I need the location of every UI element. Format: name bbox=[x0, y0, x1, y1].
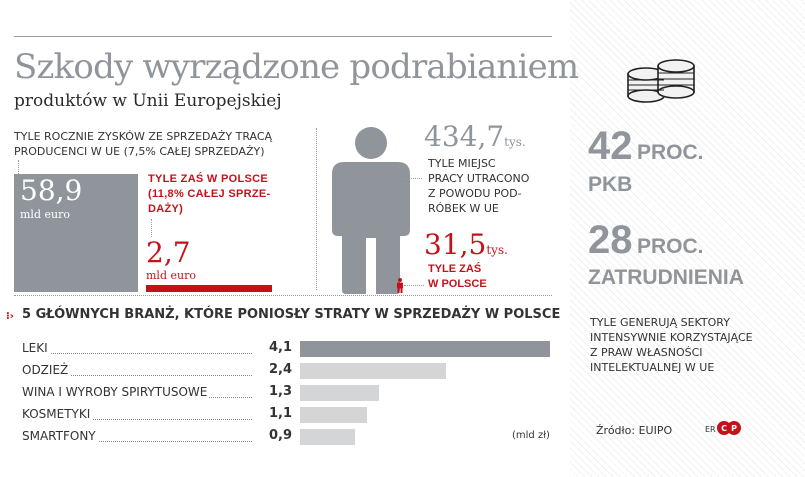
row-value: 1,3 bbox=[268, 384, 292, 399]
jobs-pl-desc: TYLE ZAŚ W POLSCE bbox=[428, 263, 487, 290]
row-label: LEKI bbox=[22, 341, 50, 355]
pl-loss-note: TYLE ZAŚ W POLSCE (11,8% CAŁEJ SPRZE- DA… bbox=[148, 173, 271, 215]
eu-loss-unit: mld euro bbox=[20, 208, 70, 221]
pl-note-pointer bbox=[151, 219, 152, 237]
bar bbox=[300, 429, 355, 445]
chart-bullet-icon: ⁝› bbox=[6, 311, 14, 322]
row-value: 4,1 bbox=[268, 340, 292, 355]
page-subtitle: produktów w Unii Europejskiej bbox=[14, 91, 282, 111]
row-value: 1,1 bbox=[268, 406, 292, 421]
row-label: SMARTFONY bbox=[22, 429, 98, 443]
stat-gdp: 42 PROC. bbox=[588, 124, 704, 168]
eu-loss-value: 58,9 bbox=[20, 174, 83, 207]
row-label: KOSMETYKI bbox=[22, 407, 93, 421]
stat-employment-label: ZATRUDNIENIA bbox=[588, 266, 744, 289]
row-leader bbox=[22, 419, 252, 420]
stat-gdp-label: PKB bbox=[588, 173, 633, 196]
jobs-eu-desc: TYLE MIEJSC PRACY UTRACONO Z POWODU POD-… bbox=[428, 157, 530, 215]
caption-pointer bbox=[18, 160, 19, 174]
row-label: WINA I WYROBY SPIRYTUSOWE bbox=[22, 385, 210, 399]
bar bbox=[300, 341, 550, 357]
row-leader bbox=[22, 441, 252, 442]
pl-loss-bar bbox=[146, 285, 272, 292]
stat-employment: 28 PROC. bbox=[588, 218, 704, 262]
page-title: Szkody wyrządzone podrabianiem bbox=[14, 47, 579, 87]
section-divider bbox=[316, 128, 317, 290]
profits-caption: TYLE ROCZNIE ZYSKÓW ZE SPRZEDAŻY TRACĄ P… bbox=[14, 130, 273, 158]
jobs-eu-value: 434,7tys. bbox=[424, 120, 526, 153]
coins-icon bbox=[627, 59, 695, 103]
source-note: Źródło: EUIPO bbox=[596, 424, 673, 437]
chart-title: 5 GŁÓWNYCH BRANŻ, KTÓRE PONIOSŁY STRATY … bbox=[22, 307, 561, 322]
bar bbox=[300, 363, 446, 379]
bar bbox=[300, 385, 379, 401]
jobs-pl-value: 31,5tys. bbox=[424, 228, 508, 261]
svg-text:C: C bbox=[721, 424, 727, 433]
person-icon bbox=[332, 127, 410, 294]
credit-initials: ER bbox=[705, 425, 716, 434]
jobs-eu-pointer bbox=[398, 178, 422, 179]
chart-unit: (mld zł) bbox=[512, 430, 550, 441]
bar bbox=[300, 407, 367, 423]
chart-divider bbox=[14, 295, 552, 296]
top-rule bbox=[14, 36, 552, 37]
row-leader bbox=[22, 375, 252, 376]
row-label: ODZIEŻ bbox=[22, 363, 71, 377]
row-value: 2,4 bbox=[268, 362, 292, 377]
small-person-icon bbox=[397, 278, 403, 293]
row-value: 0,9 bbox=[268, 428, 292, 443]
svg-text:P: P bbox=[731, 424, 737, 433]
pl-loss-unit: mld euro bbox=[146, 269, 196, 282]
publisher-logo: C P bbox=[717, 421, 741, 435]
eu-loss-box bbox=[14, 174, 138, 292]
jobs-pl-pointer bbox=[404, 285, 424, 286]
pl-loss-value: 2,7 bbox=[146, 236, 191, 269]
row-leader bbox=[22, 353, 252, 354]
stats-description: TYLE GENERUJĄ SEKTORY INTENSYWNIE KORZYS… bbox=[590, 316, 753, 374]
